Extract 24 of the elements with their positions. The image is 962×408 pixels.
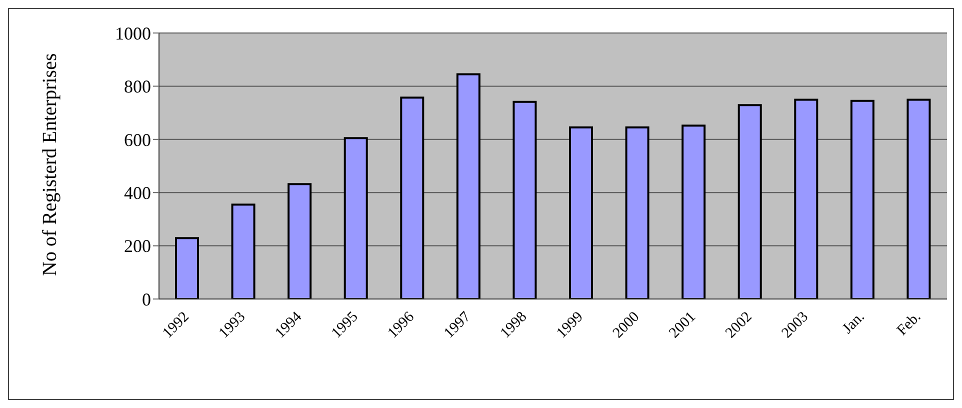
bar [512,100,537,299]
bar [400,96,424,299]
x-tick-label: Jan. [840,308,868,338]
bar [456,73,480,299]
y-tick-label: 0 [142,289,151,310]
bar [569,126,593,299]
bar [794,98,818,299]
bar [906,98,931,299]
y-tick-label: 800 [124,76,151,97]
bar [682,124,706,299]
bar [625,126,650,299]
bar [738,104,762,299]
bar [288,183,312,299]
y-tick-label: 200 [124,236,151,256]
x-tick-label: Feb. [894,308,924,339]
y-axis-title: No of Registerd Enterprises [39,53,62,276]
bar [175,237,199,299]
x-tick-label: 2001 [666,308,699,342]
y-tick-label: 400 [124,182,151,203]
bar [231,204,256,299]
y-tick-label: 1000 [115,23,151,44]
bar [850,100,874,299]
y-tick-label: 600 [124,130,151,150]
bar [344,137,368,299]
